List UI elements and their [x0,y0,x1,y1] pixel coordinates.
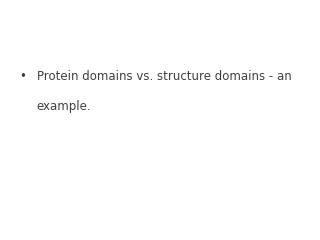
Text: example.: example. [37,100,92,113]
Text: Protein domains vs. structure domains - an: Protein domains vs. structure domains - … [37,70,292,83]
Text: •: • [19,70,26,83]
